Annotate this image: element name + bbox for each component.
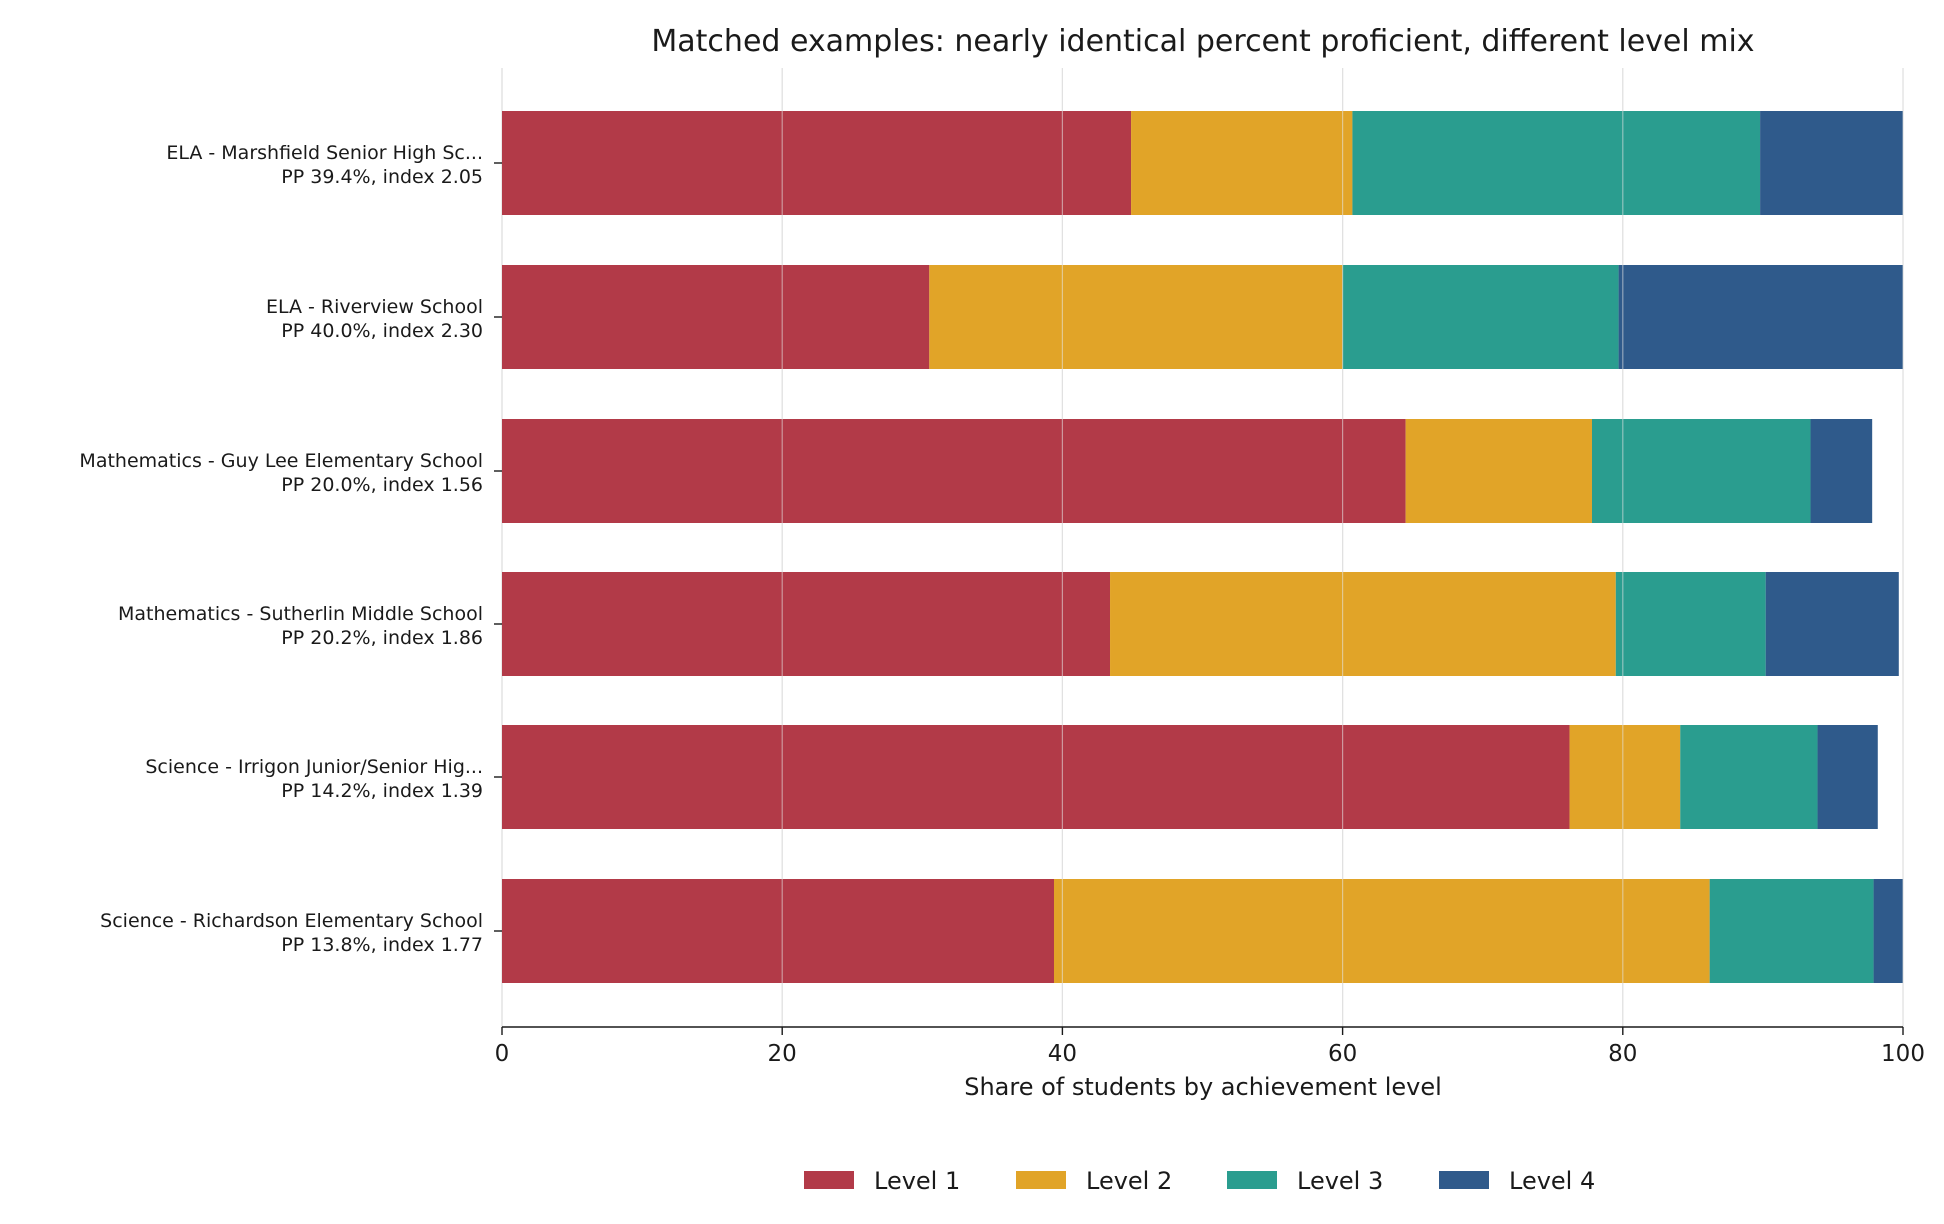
bar-level-4-row-1 [1618, 265, 1903, 369]
bar-level-4-row-5 [1873, 879, 1903, 983]
x-axis-title: Share of students by achievement level [964, 1073, 1442, 1101]
y-category-name-1: ELA - Riverview School [266, 296, 483, 318]
bar-level-3-row-0 [1352, 111, 1761, 215]
bars [502, 68, 1904, 1027]
y-category-label-2: Mathematics - Guy Lee Elementary School P… [79, 450, 483, 496]
bar-level-2-row-2 [1405, 419, 1592, 523]
y-category-stats-4: PP 14.2%, index 1.39 [281, 780, 483, 802]
legend-swatch-2 [1227, 1171, 1277, 1189]
bar-level-3-row-4 [1680, 725, 1818, 829]
bar-level-2-row-0 [1131, 111, 1353, 215]
x-tick-label-3: 60 [1328, 1041, 1357, 1067]
bar-level-2-row-4 [1569, 725, 1681, 829]
bar-level-2-row-5 [1053, 879, 1710, 983]
y-category-label-4: Science - Irrigon Junior/Senior Hig... PP… [145, 756, 483, 802]
bar-level-1-row-0 [502, 111, 1132, 215]
y-category-stats-0: PP 39.4%, index 2.05 [281, 166, 483, 188]
y-category-label-5: Science - Richardson Elementary School PP… [100, 910, 483, 956]
bar-level-1-row-1 [502, 265, 930, 369]
x-tick-label-5: 100 [1881, 1041, 1925, 1067]
bar-level-2-row-3 [1110, 572, 1616, 676]
y-category-name-4: Science - Irrigon Junior/Senior Hig... [145, 756, 483, 778]
bar-level-3-row-2 [1591, 419, 1811, 523]
legend-swatch-3 [1439, 1171, 1489, 1189]
y-category-label-0: ELA - Marshfield Senior High Sc... PP 39.… [166, 142, 483, 188]
legend-label-2: Level 3 [1297, 1167, 1383, 1195]
y-category-stats-3: PP 20.2%, index 1.86 [281, 627, 483, 649]
y-category-stats-5: PP 13.8%, index 1.77 [281, 934, 483, 956]
bar-level-1-row-2 [502, 419, 1406, 523]
y-axis-category-labels: ELA - Marshfield Senior High Sc... PP 39.… [79, 142, 502, 956]
y-category-label-1: ELA - Riverview School PP 40.0%, index 2.… [266, 296, 483, 342]
bar-level-4-row-0 [1760, 111, 1903, 215]
legend: Level 1 Level 2 Level 3 Level 4 [804, 1167, 1595, 1195]
legend-swatch-1 [1016, 1171, 1066, 1189]
bar-level-2-row-1 [929, 265, 1343, 369]
x-tick-label-2: 40 [1048, 1041, 1077, 1067]
legend-label-3: Level 4 [1509, 1167, 1595, 1195]
y-category-name-0: ELA - Marshfield Senior High Sc... [166, 142, 483, 164]
y-category-stats-1: PP 40.0%, index 2.30 [281, 320, 483, 342]
bar-level-1-row-3 [502, 572, 1111, 676]
bar-level-4-row-4 [1817, 725, 1878, 829]
legend-label-1: Level 2 [1086, 1167, 1172, 1195]
bar-level-3-row-5 [1709, 879, 1874, 983]
x-tick-label-4: 80 [1608, 1041, 1637, 1067]
bar-level-3-row-1 [1342, 265, 1619, 369]
y-category-stats-2: PP 20.0%, index 1.56 [281, 474, 483, 496]
bar-level-1-row-4 [502, 725, 1570, 829]
x-tick-label-1: 20 [768, 1041, 797, 1067]
y-category-name-2: Mathematics - Guy Lee Elementary School [79, 450, 483, 472]
legend-swatch-0 [804, 1171, 854, 1189]
bar-level-4-row-2 [1810, 419, 1873, 523]
x-axis: 0 20 40 60 80 100 [495, 1026, 1925, 1067]
bar-level-1-row-5 [502, 879, 1054, 983]
legend-label-0: Level 1 [874, 1167, 960, 1195]
y-category-name-5: Science - Richardson Elementary School [100, 910, 483, 932]
bar-level-3-row-3 [1615, 572, 1766, 676]
y-category-label-3: Mathematics - Sutherlin Middle School PP … [118, 603, 483, 649]
chart-title: Matched examples: nearly identical perce… [651, 24, 1754, 59]
x-tick-label-0: 0 [495, 1041, 510, 1067]
y-category-name-3: Mathematics - Sutherlin Middle School [118, 603, 483, 625]
bar-level-4-row-3 [1765, 572, 1899, 676]
